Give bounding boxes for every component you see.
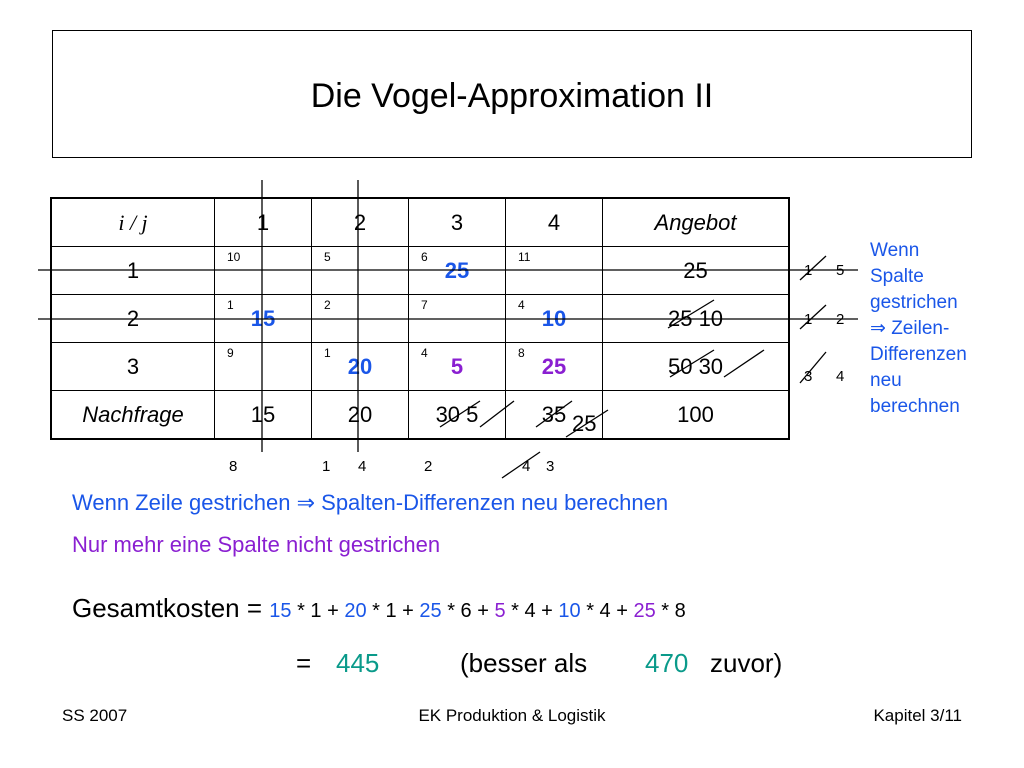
- footer-right: Kapitel 3/11: [873, 706, 962, 725]
- cost-formula: Gesamtkosten = 15 * 1 + 20 * 1 + 25 * 6 …: [72, 593, 686, 624]
- note-line: berechnen: [870, 396, 960, 417]
- allocation-value: 10: [541, 305, 567, 331]
- result-eq: =: [296, 648, 312, 678]
- result-value: 445: [336, 648, 380, 678]
- cost-value: 5: [324, 250, 331, 264]
- cost-value: 7: [421, 298, 428, 312]
- cost-value: 4: [518, 298, 525, 312]
- formula-op: * 4 +: [505, 600, 559, 622]
- col-diff: 4: [522, 458, 531, 475]
- slide-title: Die Vogel-Approximation II: [310, 77, 714, 115]
- allocation-value: 5: [450, 353, 464, 379]
- note-line: neu: [870, 370, 902, 391]
- cost-value: 6: [421, 250, 428, 264]
- cost-label: Gesamtkosten =: [72, 593, 270, 623]
- demand-label: Nachfrage: [50, 390, 215, 440]
- formula-qty: 20: [344, 600, 367, 622]
- note-row-struck: Wenn Zeile gestrichen ⇒ Spalten-Differen…: [72, 490, 669, 515]
- cell: 1 20: [311, 342, 409, 391]
- demand-value: 15: [214, 390, 312, 440]
- header-col-2: 2: [311, 197, 409, 247]
- col-diff: 8: [229, 458, 238, 475]
- note-line: Differenzen: [870, 344, 967, 365]
- formula-qty: 5: [494, 600, 506, 622]
- result-paren-open: (besser als: [460, 648, 588, 678]
- header-col-3: 3: [408, 197, 506, 247]
- col-diff: 2: [424, 458, 433, 475]
- header-ij: i / j: [50, 197, 215, 247]
- previous-value: 470: [645, 648, 689, 678]
- formula-qty: 25: [633, 600, 656, 622]
- col-diff: 3: [546, 458, 555, 475]
- supply-value: 25: [667, 305, 693, 331]
- col-diff: 1: [322, 458, 331, 475]
- cost-value: 11: [518, 250, 531, 264]
- cost-value: 2: [324, 298, 331, 312]
- cost-value: 8: [518, 346, 525, 360]
- total-value: 100: [602, 390, 790, 440]
- formula-qty: 15: [269, 600, 292, 622]
- note-column-struck: Wenn Spalte gestrichen ⇒ Zeilen- Differe…: [870, 238, 967, 420]
- footer-center: EK Produktion & Logistik: [418, 706, 606, 725]
- cost-value: 9: [227, 346, 234, 360]
- cell: 9: [214, 342, 312, 391]
- formula-op: * 8: [655, 600, 686, 622]
- supply-new-value: 10: [698, 305, 724, 331]
- formula-op: * 1 +: [291, 600, 345, 622]
- demand-cell: 30 5: [408, 390, 506, 440]
- row-diff: 4: [836, 368, 845, 385]
- formula-op: * 1 +: [366, 600, 420, 622]
- result-paren-close: zuvor): [710, 648, 783, 678]
- note-line: Wenn: [870, 240, 920, 261]
- demand-row: Nachfrage 15 20 30 5 35 25 100: [50, 390, 790, 440]
- note-last-column: Nur mehr eine Spalte nicht gestrichen: [72, 532, 441, 557]
- note-line: Spalte: [870, 266, 924, 287]
- supply-cell: 50 30: [602, 342, 790, 391]
- col-diff: 4: [358, 458, 367, 475]
- allocation-value: 20: [347, 353, 373, 379]
- formula-qty: 10: [558, 600, 581, 622]
- demand-new-value: 25: [572, 411, 597, 436]
- formula-qty: 25: [419, 600, 442, 622]
- cost-value: 1: [227, 298, 234, 312]
- allocation-value: 25: [541, 353, 567, 379]
- allocation-value: 15: [250, 305, 276, 331]
- cost-value: 10: [227, 250, 241, 264]
- footer-left: SS 2007: [62, 706, 128, 725]
- header-col-4: 4: [505, 197, 603, 247]
- formula-op: * 4 +: [580, 600, 634, 622]
- formula-op: * 6 +: [441, 600, 495, 622]
- cell: 8 25: [505, 342, 603, 391]
- note-line: gestrichen: [870, 292, 958, 313]
- row-diff: 3: [804, 368, 813, 385]
- cost-value: 1: [324, 346, 331, 360]
- cost-value: 4: [421, 346, 428, 360]
- demand-value: 20: [311, 390, 409, 440]
- title-box: Die Vogel-Approximation II: [52, 30, 972, 158]
- note-line: ⇒ Zeilen-: [870, 318, 950, 339]
